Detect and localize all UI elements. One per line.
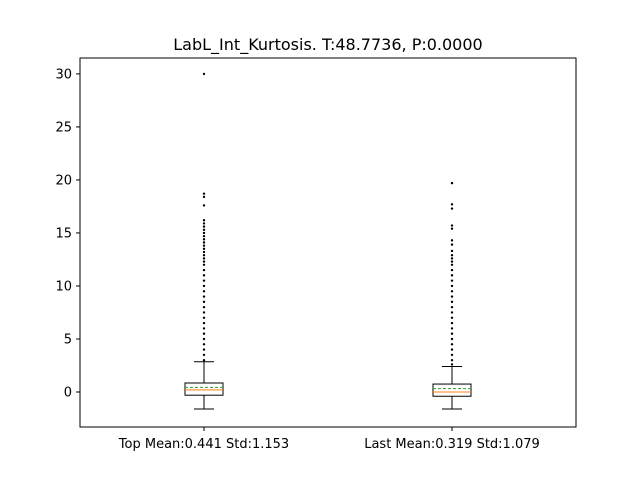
outlier-point bbox=[202, 284, 206, 288]
outlier-point bbox=[450, 337, 454, 341]
outlier-point bbox=[202, 348, 206, 351]
outlier-point bbox=[202, 311, 206, 314]
outlier-point bbox=[202, 268, 206, 272]
outlier-point bbox=[202, 204, 206, 207]
outlier-point bbox=[202, 234, 206, 238]
outlier-point bbox=[202, 241, 206, 244]
outlier-point bbox=[202, 225, 206, 228]
box-group bbox=[432, 181, 472, 410]
outlier-point bbox=[202, 231, 206, 235]
outlier-point bbox=[202, 222, 206, 225]
outlier-point bbox=[450, 257, 454, 260]
outlier-point bbox=[202, 327, 206, 330]
outlier-point bbox=[450, 353, 454, 357]
outlier-point bbox=[450, 239, 454, 242]
outlier-point bbox=[450, 207, 454, 210]
outlier-point bbox=[450, 295, 454, 298]
outlier-point bbox=[202, 332, 206, 335]
outlier-point bbox=[450, 343, 454, 346]
outlier-point bbox=[450, 327, 454, 330]
outlier-point bbox=[450, 290, 454, 293]
outlier-point bbox=[450, 284, 454, 288]
y-tick-label: 10 bbox=[55, 279, 72, 294]
x-axis: Top Mean:0.441 Std:1.153 Last Mean:0.319 … bbox=[118, 427, 540, 452]
y-tick-label: 30 bbox=[55, 67, 72, 82]
outlier-point bbox=[450, 181, 454, 185]
outlier-point bbox=[202, 274, 206, 277]
outlier-point bbox=[450, 268, 454, 272]
outlier-point bbox=[202, 192, 206, 195]
outlier-point bbox=[450, 300, 454, 304]
outlier-point bbox=[202, 228, 206, 231]
outlier-point bbox=[202, 353, 206, 357]
outlier-point bbox=[450, 358, 454, 362]
outlier-point bbox=[450, 316, 454, 319]
x-tick-label: Last Mean:0.319 Std:1.079 bbox=[364, 437, 540, 452]
outlier-point bbox=[450, 224, 454, 227]
box-iqr bbox=[432, 383, 472, 397]
outlier-point bbox=[450, 279, 454, 282]
outlier-point bbox=[202, 305, 206, 309]
plot-area bbox=[184, 72, 472, 410]
box-iqr bbox=[184, 382, 224, 396]
outlier-point bbox=[450, 254, 454, 257]
outlier-point bbox=[202, 195, 206, 199]
y-tick-label: 15 bbox=[55, 226, 72, 241]
outlier-point bbox=[202, 337, 206, 341]
outlier-point bbox=[202, 260, 206, 263]
y-tick-label: 20 bbox=[55, 173, 72, 188]
outlier-point bbox=[450, 348, 454, 351]
outlier-point bbox=[450, 274, 454, 277]
outlier-point bbox=[202, 358, 206, 362]
outlier-point bbox=[450, 203, 454, 206]
box-group bbox=[184, 72, 224, 410]
outlier-point bbox=[202, 238, 206, 241]
outlier-point bbox=[202, 316, 206, 319]
outlier-point bbox=[450, 321, 454, 325]
x-tick-label: Top Mean:0.441 Std:1.153 bbox=[118, 437, 289, 452]
outlier-point bbox=[202, 250, 206, 254]
outlier-point bbox=[202, 290, 206, 293]
outlier-point bbox=[450, 332, 454, 335]
outlier-point bbox=[450, 243, 454, 246]
outlier-point bbox=[450, 363, 454, 366]
outlier-point bbox=[450, 249, 454, 253]
chart-title: LabL_Int_Kurtosis. T:48.7736, P:0.0000 bbox=[173, 35, 482, 55]
outlier-point bbox=[450, 260, 454, 263]
outlier-point bbox=[202, 257, 206, 260]
outlier-point bbox=[202, 219, 206, 222]
outlier-point bbox=[202, 321, 206, 325]
y-tick-label: 0 bbox=[64, 386, 72, 401]
outlier-group bbox=[202, 72, 206, 362]
outlier-point bbox=[202, 343, 206, 346]
outlier-point bbox=[202, 263, 206, 266]
outlier-point bbox=[202, 300, 206, 304]
outlier-point bbox=[450, 311, 454, 314]
outlier-point bbox=[202, 244, 206, 247]
outlier-point bbox=[202, 72, 206, 76]
y-tick-label: 25 bbox=[55, 120, 72, 135]
y-tick-label: 5 bbox=[64, 332, 72, 347]
y-axis: 0 5 10 15 20 25 30 bbox=[55, 67, 80, 401]
plot-frame bbox=[79, 57, 577, 428]
outlier-point bbox=[202, 247, 206, 251]
outlier-point bbox=[202, 254, 206, 257]
outlier-point bbox=[202, 279, 206, 282]
outlier-point bbox=[450, 263, 454, 266]
outlier-group bbox=[450, 181, 454, 366]
outlier-point bbox=[202, 295, 206, 298]
outlier-point bbox=[450, 227, 454, 230]
outlier-point bbox=[450, 305, 454, 309]
